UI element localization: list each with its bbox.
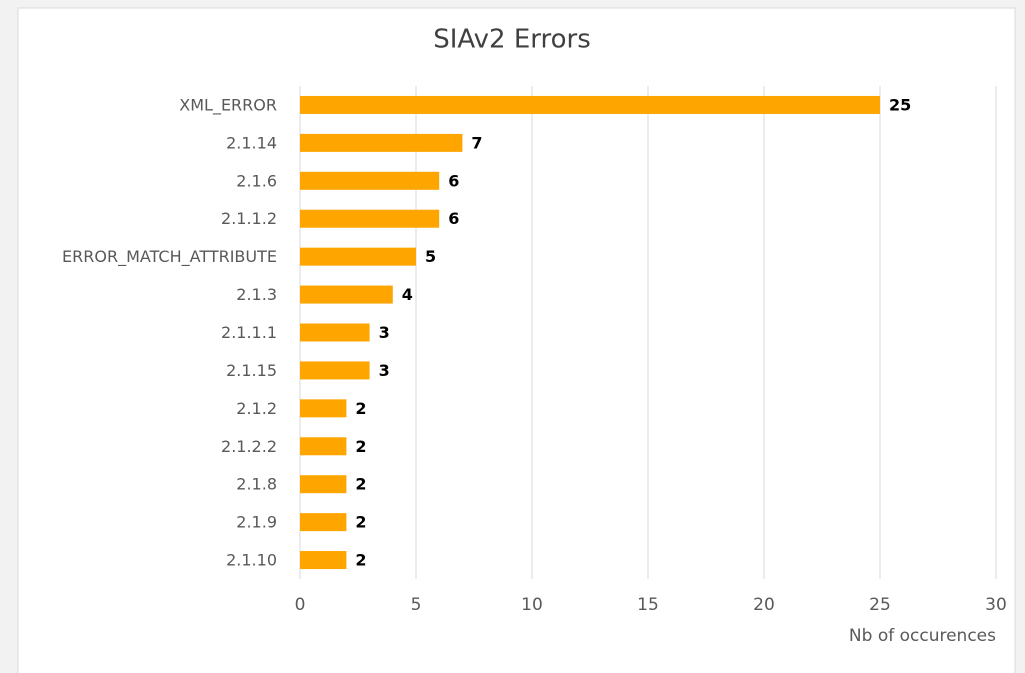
data-label: 6 <box>448 209 459 228</box>
x-tick-label: 0 <box>295 595 306 615</box>
x-axis-label: Nb of occurences <box>849 626 996 646</box>
chart-title: SIAv2 Errors <box>433 25 591 55</box>
y-tick-label: 2.1.9 <box>236 513 277 532</box>
y-tick-label: 2.1.8 <box>236 475 277 494</box>
y-tick-label: 2.1.1.2 <box>221 209 277 228</box>
bar <box>300 475 347 494</box>
bar <box>300 323 370 342</box>
y-tick-label: ERROR_MATCH_ATTRIBUTE <box>62 247 277 267</box>
chart-card <box>17 7 1016 673</box>
bar <box>300 513 347 532</box>
y-tick-label: 2.1.14 <box>226 133 277 152</box>
x-tick-label: 15 <box>637 595 659 615</box>
y-tick-label: 2.1.3 <box>236 285 277 304</box>
y-tick-label: XML_ERROR <box>179 95 277 115</box>
bar <box>300 209 440 228</box>
y-tick-label: 2.1.10 <box>226 551 277 570</box>
bar <box>300 133 463 152</box>
data-label: 2 <box>355 513 366 532</box>
y-tick-label: 2.1.2.2 <box>221 437 277 456</box>
data-label: 25 <box>889 95 911 114</box>
bar <box>300 171 440 190</box>
y-tick-label: 2.1.1.1 <box>221 323 277 342</box>
data-label: 7 <box>471 133 482 152</box>
bar <box>300 437 347 456</box>
data-label: 2 <box>355 475 366 494</box>
bar <box>300 551 347 570</box>
data-label: 5 <box>425 247 436 266</box>
x-tick-label: 25 <box>869 595 891 615</box>
data-label: 3 <box>379 323 390 342</box>
data-label: 4 <box>402 285 413 304</box>
y-tick-label: 2.1.15 <box>226 361 277 380</box>
bar <box>300 95 880 114</box>
x-tick-label: 30 <box>985 595 1007 615</box>
y-tick-label: 2.1.2 <box>236 399 277 418</box>
bar <box>300 247 416 266</box>
y-tick-label: 2.1.6 <box>236 171 277 190</box>
bar <box>300 285 393 304</box>
data-label: 2 <box>355 437 366 456</box>
bar <box>300 361 370 380</box>
data-label: 3 <box>379 361 390 380</box>
x-tick-label: 20 <box>753 595 775 615</box>
bar <box>300 399 347 418</box>
data-label: 6 <box>448 171 459 190</box>
data-label: 2 <box>355 551 366 570</box>
data-label: 2 <box>355 399 366 418</box>
x-tick-label: 5 <box>411 595 422 615</box>
x-tick-label: 10 <box>521 595 543 615</box>
